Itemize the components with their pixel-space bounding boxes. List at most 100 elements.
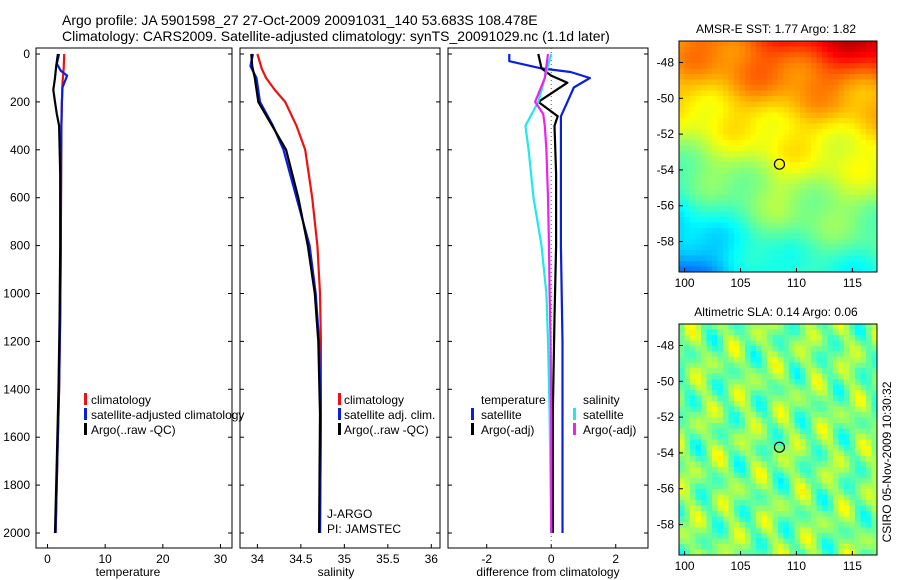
map-cell	[811, 406, 818, 413]
map-cell	[866, 346, 873, 353]
map-cell	[811, 527, 818, 534]
map-cell	[690, 79, 697, 86]
map-cell	[712, 118, 719, 125]
map-cell	[866, 401, 873, 408]
y-tick-label: 800	[10, 239, 30, 253]
map-cell	[712, 472, 719, 479]
map-cell	[800, 494, 807, 501]
map-cell	[706, 516, 713, 523]
map-cell	[811, 266, 818, 272]
map-cell	[866, 134, 873, 141]
map-cell	[838, 57, 845, 64]
map-cell	[750, 445, 757, 452]
map-cell	[728, 217, 735, 224]
map-cell	[783, 101, 790, 108]
map-cell	[706, 206, 713, 213]
map-cell	[778, 505, 785, 512]
map-cell	[800, 472, 807, 479]
map-cell	[860, 373, 867, 380]
map-cell	[783, 467, 790, 474]
map-cell	[778, 255, 785, 262]
map-cell	[761, 324, 768, 331]
map-cell	[734, 549, 741, 555]
map-cell	[811, 500, 818, 507]
map-cell	[756, 406, 763, 413]
map-cell	[761, 134, 768, 141]
map-cell	[695, 239, 702, 246]
map-cell	[695, 233, 702, 240]
map-cell	[745, 46, 752, 53]
map-cell	[871, 200, 877, 207]
map-cell	[783, 195, 790, 202]
map-cell	[822, 189, 829, 196]
map-cell	[800, 189, 807, 196]
map-cell	[767, 233, 774, 240]
map-cell	[822, 63, 829, 70]
map-cell	[838, 244, 845, 251]
map-cell	[860, 511, 867, 518]
map-cell	[838, 178, 845, 185]
map-cell	[712, 156, 719, 163]
map-cell	[750, 123, 757, 130]
map-cell	[871, 79, 877, 86]
map-cell	[844, 228, 851, 235]
map-cell	[866, 261, 873, 268]
map-cell	[778, 129, 785, 136]
map-cell	[805, 134, 812, 141]
map-cell	[783, 489, 790, 496]
map-cell	[684, 178, 691, 185]
map-cell	[750, 390, 757, 397]
map-cell	[816, 335, 823, 342]
map-cell	[816, 428, 823, 435]
map-cell	[800, 538, 807, 545]
map-cell	[800, 57, 807, 64]
map-cell	[789, 346, 796, 353]
map-cell	[833, 134, 840, 141]
map-cell	[844, 527, 851, 534]
map-cell	[855, 483, 862, 490]
map-cell	[750, 544, 757, 551]
map-cell	[772, 379, 779, 386]
map-cell	[805, 228, 812, 235]
map-cell	[833, 489, 840, 496]
map-cell	[800, 417, 807, 424]
map-cell	[805, 200, 812, 207]
map-cell	[679, 423, 686, 430]
map-cell	[723, 63, 730, 70]
map-cell	[811, 395, 818, 402]
map-cell	[679, 445, 686, 452]
map-cell	[761, 428, 768, 435]
map-cell	[739, 96, 746, 103]
map-cell	[717, 346, 724, 353]
map-cell	[739, 527, 746, 534]
map-cell	[811, 167, 818, 174]
map-cell	[706, 145, 713, 152]
map-cell	[761, 255, 768, 262]
map-cell	[761, 107, 768, 114]
map-cell	[866, 351, 873, 358]
map-cell	[679, 428, 686, 435]
map-cell	[838, 500, 845, 507]
map-cell	[794, 57, 801, 64]
map-cell	[855, 57, 862, 64]
map-cell	[734, 68, 741, 75]
map-cell	[778, 151, 785, 158]
map-cell	[783, 239, 790, 246]
map-cell	[794, 434, 801, 441]
map-cell	[767, 428, 774, 435]
map-cell	[794, 200, 801, 207]
map-cell	[871, 346, 877, 353]
map-cell	[695, 373, 702, 380]
map-cell	[728, 46, 735, 53]
map-cell	[844, 395, 851, 402]
map-cell	[695, 368, 702, 375]
map-cell	[789, 134, 796, 141]
map-cell	[833, 472, 840, 479]
map-cell	[871, 206, 877, 213]
map-cell	[723, 250, 730, 257]
map-cell	[778, 351, 785, 358]
map-cell	[805, 178, 812, 185]
map-cell	[695, 395, 702, 402]
map-cell	[844, 516, 851, 523]
